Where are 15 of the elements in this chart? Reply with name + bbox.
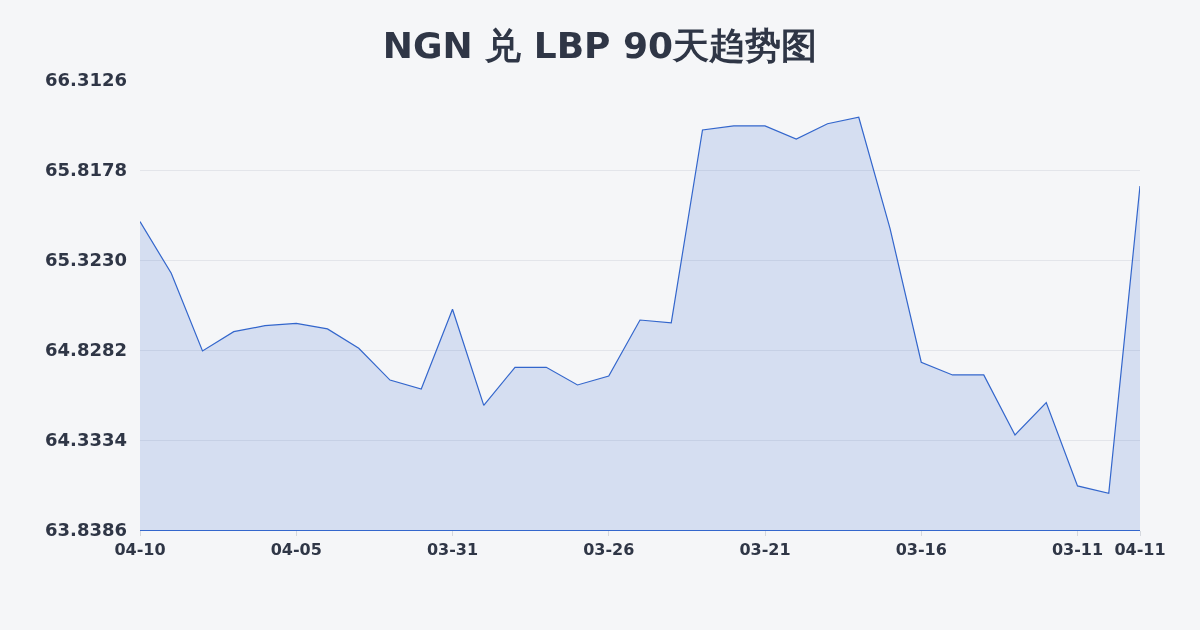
x-tick-label: 04-05 [270,540,322,560]
y-tick-label: 64.3334 [45,429,127,451]
x-tick-label: 03-11 [1051,540,1104,560]
y-tick-label: 63.8386 [45,519,127,541]
x-tick-label: 03-21 [739,540,791,560]
y-tick-label: 65.3230 [45,249,127,271]
x-tick-label: 03-16 [895,540,947,560]
x-tick-label: 03-26 [583,540,635,560]
y-tick-label: 65.8178 [45,159,127,181]
x-tick-label: 03-31 [426,540,479,560]
y-tick-label: 64.8282 [45,339,127,361]
chart-title: NGN 兑 LBP 90天趋势图 [382,24,818,66]
y-tick-label: 66.3126 [45,69,127,91]
x-tick-label: 04-11 [1114,540,1166,560]
x-tick-label: 04-10 [114,540,166,560]
